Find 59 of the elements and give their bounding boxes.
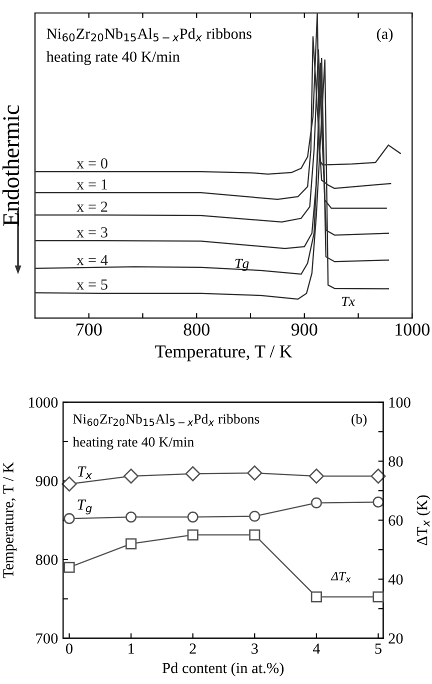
annotation: Tx xyxy=(342,296,355,306)
point xyxy=(185,466,200,482)
annotation: Tg xyxy=(235,258,249,271)
x-tick-label: 2 xyxy=(190,644,196,654)
series-label: x = 0 xyxy=(76,158,108,169)
y-tick-label: 700 xyxy=(36,633,58,644)
y2-tick-label: 60 xyxy=(388,515,403,526)
x-axis-title: Temperature, T / K xyxy=(155,345,292,362)
point xyxy=(123,468,139,484)
y2-axis-title: ΔT$_{x}$ (K) xyxy=(416,495,430,546)
y-tick-label: 1000 xyxy=(29,397,58,408)
series-label: T$_{x}$ xyxy=(78,466,92,480)
x-tick-label: 3 xyxy=(252,644,258,654)
point xyxy=(62,476,77,492)
y2-tick-label: 40 xyxy=(388,574,403,585)
x-tick-label: 900 xyxy=(291,323,318,336)
point xyxy=(310,591,322,602)
series-label: x = 3 xyxy=(76,227,108,238)
point xyxy=(125,511,137,523)
x-tick-label: 0 xyxy=(66,643,72,654)
point xyxy=(372,591,384,602)
y2-tick-label: 100 xyxy=(389,397,410,408)
y-axis-title: Endothermic xyxy=(2,105,20,226)
point xyxy=(308,468,324,484)
series-label: T$_{g}$ xyxy=(78,500,92,514)
x-tick-label: 5 xyxy=(375,644,382,654)
point xyxy=(125,538,137,550)
x-tick-label: 1 xyxy=(128,644,134,654)
point xyxy=(247,465,262,481)
y-tick-label: 900 xyxy=(36,476,58,486)
x-tick-label: 700 xyxy=(76,323,102,336)
point xyxy=(187,511,198,523)
annotation: heating rate 40 K/min xyxy=(46,51,180,66)
point xyxy=(187,529,198,540)
annotation: heating rate 40 K/min xyxy=(72,436,194,450)
y2-tick-label: 20 xyxy=(388,633,403,644)
point xyxy=(310,497,322,508)
x-tick-label: 800 xyxy=(184,323,210,336)
text: Ni$_{60}$Zr$_{20}$Nb$_{15}$Al$_{5−x}$Pd$_{x}$ ribbons xyxy=(46,28,252,42)
point xyxy=(372,496,384,508)
y-tick-label: 800 xyxy=(36,554,58,565)
annotation: (b) xyxy=(352,414,367,427)
x-tick-label: 4 xyxy=(312,644,320,654)
x-axis-title: Pd content (in at.%) xyxy=(162,662,284,676)
point xyxy=(64,513,75,524)
series-label: x = 2 xyxy=(76,202,108,212)
point xyxy=(64,562,75,573)
series-label: x = 5 xyxy=(76,279,108,290)
x-tick-label: 1000 xyxy=(396,323,430,336)
point xyxy=(249,529,260,540)
annotation: (a) xyxy=(376,28,393,42)
text: Ni$_{60}$Zr$_{20}$Nb$_{15}$Al$_{5−x}$Pd$_{x}$ ribbons xyxy=(73,414,260,426)
series-label: x = 4 xyxy=(76,255,108,266)
series-label: ΔT$_{x}$ xyxy=(330,572,351,582)
y-axis-title: Temperature, T / K xyxy=(3,462,17,578)
point xyxy=(249,510,260,522)
point xyxy=(370,468,386,484)
series-label: x = 1 xyxy=(76,179,108,190)
y2-tick-label: 80 xyxy=(388,456,403,467)
